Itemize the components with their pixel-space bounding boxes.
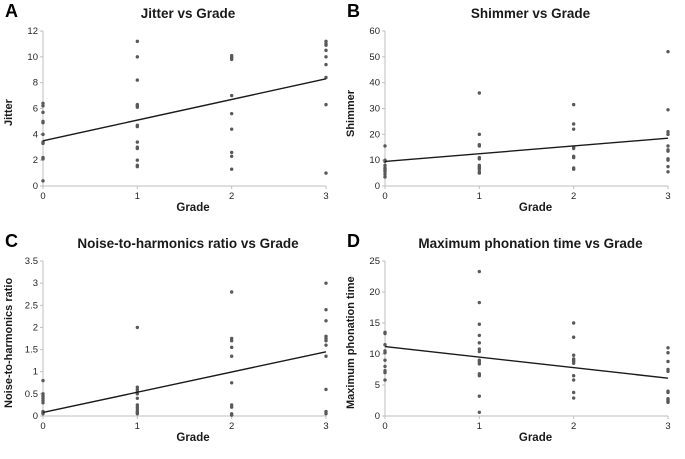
svg-text:2.5: 2.5 bbox=[25, 300, 38, 311]
svg-text:1: 1 bbox=[33, 367, 38, 378]
panel-d-plot-row: Maximum phonation time 0 5 10 15 20 25 0 1 2 3 bbox=[344, 254, 685, 432]
svg-text:3: 3 bbox=[33, 278, 38, 289]
svg-text:0: 0 bbox=[375, 181, 380, 192]
svg-text:25: 25 bbox=[369, 256, 380, 267]
svg-text:12: 12 bbox=[27, 26, 38, 37]
svg-text:5: 5 bbox=[375, 380, 380, 391]
panel-b-title: Shimmer vs Grade bbox=[470, 6, 591, 21]
panel-b-label: B bbox=[347, 1, 360, 21]
svg-text:2: 2 bbox=[33, 155, 38, 166]
svg-text:1.5: 1.5 bbox=[25, 345, 38, 356]
panel-d-title: Maximum phonation time vs Grade bbox=[418, 236, 643, 251]
panel-b: B Shimmer vs Grade Shimmer 0 10 20 30 40 50 60… bbox=[342, 0, 685, 230]
panel-c: C Noise-to-harmonics ratio vs Grade Nois… bbox=[0, 230, 342, 459]
svg-text:50: 50 bbox=[369, 52, 380, 63]
svg-text:2: 2 bbox=[571, 191, 576, 202]
panel-b-y-axis-label: Shimmer bbox=[345, 89, 357, 137]
svg-text:3: 3 bbox=[665, 421, 670, 432]
svg-text:3: 3 bbox=[323, 421, 328, 432]
svg-text:20: 20 bbox=[369, 287, 380, 298]
svg-text:2: 2 bbox=[229, 191, 234, 202]
panel-c-scatter-plot: 0 0.5 1 1.5 2 2.5 3 3.5 0 1 2 3 bbox=[25, 256, 329, 432]
svg-text:20: 20 bbox=[369, 129, 380, 140]
svg-text:0: 0 bbox=[33, 411, 38, 422]
svg-text:10: 10 bbox=[369, 155, 380, 166]
svg-text:0.5: 0.5 bbox=[25, 389, 38, 400]
svg-text:10: 10 bbox=[27, 52, 38, 63]
panel-c-label: C bbox=[5, 231, 18, 251]
panel-b-x-axis-label: Grade bbox=[518, 202, 553, 214]
svg-text:0: 0 bbox=[33, 181, 38, 192]
panel-a-title: Jitter vs Grade bbox=[140, 6, 236, 21]
panel-d-scatter-plot: 0 5 10 15 20 25 0 1 2 3 bbox=[369, 256, 670, 432]
svg-text:0: 0 bbox=[382, 191, 387, 202]
panel-a-label: A bbox=[5, 1, 18, 21]
svg-text:40: 40 bbox=[369, 78, 380, 89]
panel-c-y-axis-label: Noise-to-harmonics ratio bbox=[3, 277, 15, 409]
svg-text:0: 0 bbox=[382, 421, 387, 432]
svg-text:0: 0 bbox=[40, 421, 45, 432]
svg-text:0: 0 bbox=[375, 411, 380, 422]
panel-b-plot-row: Shimmer 0 10 20 30 40 50 60 0 1 2 3 bbox=[344, 24, 685, 202]
panel-d: D Maximum phonation time vs Grade Maximu… bbox=[342, 230, 685, 459]
svg-text:6: 6 bbox=[33, 104, 38, 115]
svg-text:10: 10 bbox=[369, 349, 380, 360]
svg-text:0: 0 bbox=[40, 191, 45, 202]
panel-c-x-axis-label: Grade bbox=[176, 432, 210, 444]
svg-text:3: 3 bbox=[665, 191, 670, 202]
svg-text:1: 1 bbox=[135, 421, 140, 432]
panel-a-plot-row: Jitter 0 2 4 6 8 10 12 0 1 2 3 bbox=[2, 24, 342, 202]
svg-text:15: 15 bbox=[369, 318, 380, 329]
svg-text:4: 4 bbox=[33, 129, 38, 140]
svg-text:3: 3 bbox=[323, 191, 328, 202]
panel-d-label: D bbox=[347, 231, 360, 251]
panel-a-x-axis-label: Grade bbox=[176, 202, 210, 214]
svg-text:1: 1 bbox=[477, 191, 482, 202]
svg-text:1: 1 bbox=[477, 421, 482, 432]
panel-d-x-axis-label: Grade bbox=[518, 432, 553, 444]
svg-text:2: 2 bbox=[229, 421, 234, 432]
panel-a: A Jitter vs Grade Jitter 0 2 4 6 8 10 12 0 1 2 3 G… bbox=[0, 0, 342, 230]
svg-text:3.5: 3.5 bbox=[25, 256, 38, 267]
panel-b-scatter-plot: 0 10 20 30 40 50 60 0 1 2 3 bbox=[369, 26, 670, 202]
svg-text:1: 1 bbox=[135, 191, 140, 202]
svg-text:2: 2 bbox=[33, 322, 38, 333]
panel-d-y-axis-label: Maximum phonation time bbox=[345, 276, 357, 410]
svg-text:8: 8 bbox=[33, 78, 38, 89]
panel-a-y-axis-label: Jitter bbox=[3, 99, 15, 127]
svg-text:2: 2 bbox=[571, 421, 576, 432]
panel-c-title: Noise-to-harmonics ratio vs Grade bbox=[77, 236, 299, 251]
svg-text:30: 30 bbox=[369, 104, 380, 115]
panel-c-plot-row: Noise-to-harmonics ratio 0 0.5 1 1.5 2 2.5 3 3.… bbox=[2, 254, 342, 432]
svg-text:60: 60 bbox=[369, 26, 380, 37]
